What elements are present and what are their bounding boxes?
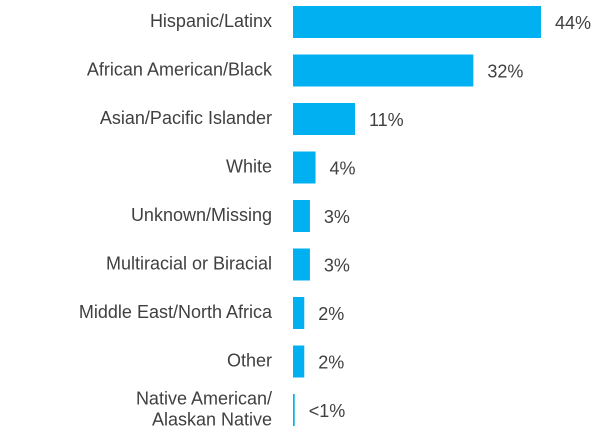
- value-label: 4%: [330, 158, 356, 178]
- bar: [293, 394, 295, 426]
- category-label: Middle East/North Africa: [79, 302, 273, 322]
- bar: [293, 6, 541, 38]
- bar: [293, 345, 305, 378]
- bar: [293, 103, 355, 135]
- bar: [293, 200, 310, 232]
- category-label: White: [226, 156, 272, 176]
- category-label: African American/Black: [87, 59, 273, 79]
- category-label: Unknown/Missing: [131, 205, 272, 225]
- value-label: <1%: [309, 401, 346, 421]
- value-label: 2%: [318, 352, 344, 372]
- value-label: 11%: [369, 110, 404, 130]
- category-label: Asian/Pacific Islander: [100, 108, 272, 128]
- bar: [293, 151, 316, 184]
- category-label: Native American/Alaskan Native: [136, 388, 272, 429]
- value-label: 2%: [318, 304, 344, 324]
- value-label: 3%: [324, 207, 350, 227]
- value-label: 44%: [555, 13, 591, 33]
- value-label: 3%: [324, 255, 350, 275]
- category-label: Other: [227, 350, 272, 370]
- bar: [293, 54, 474, 87]
- bar: [293, 248, 310, 281]
- category-label: Hispanic/Latinx: [150, 11, 272, 31]
- category-label: Multiracial or Biracial: [106, 253, 272, 273]
- bar: [293, 297, 305, 329]
- value-label: 32%: [487, 61, 523, 81]
